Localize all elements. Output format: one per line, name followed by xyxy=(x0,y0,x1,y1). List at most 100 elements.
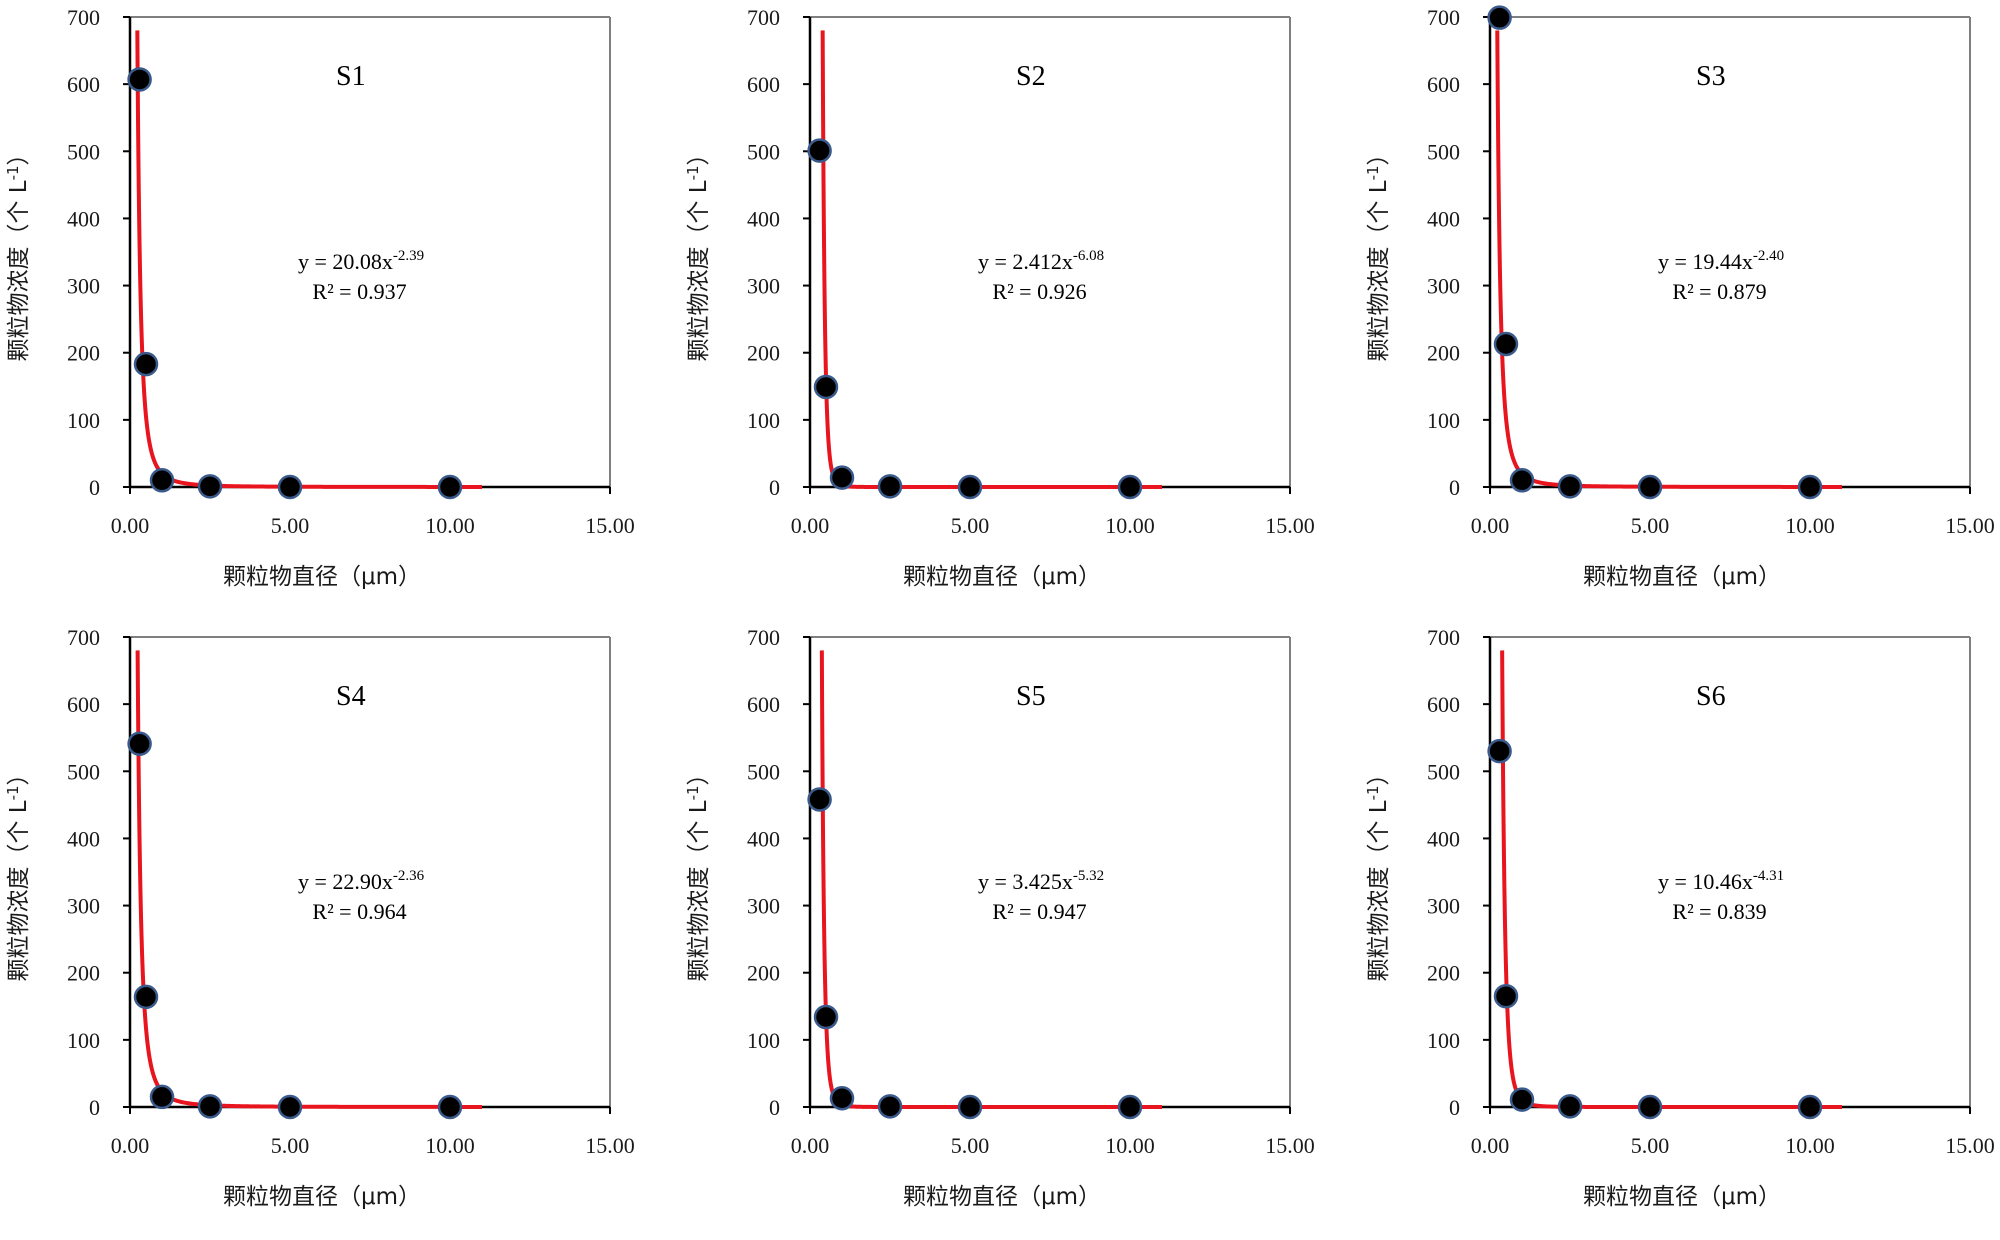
data-point xyxy=(133,984,159,1010)
fit-curve xyxy=(1495,30,1842,489)
y-tick-label: 500 xyxy=(1427,139,1460,164)
y-tick-label: 700 xyxy=(67,5,100,30)
y-tick-label: 100 xyxy=(1427,1028,1460,1053)
data-point xyxy=(807,138,832,163)
y-tick-label: 500 xyxy=(747,759,780,784)
fit-equation: y = 3.425x-5.32 xyxy=(978,868,1104,894)
fit-equation: y = 22.90x-2.36 xyxy=(298,868,425,894)
y-axis-title: 颗粒物浓度（个 L-1） xyxy=(684,142,712,361)
data-point xyxy=(197,1094,223,1119)
x-tick-label: 0.00 xyxy=(791,513,830,538)
x-tick-label: 15.00 xyxy=(585,1133,635,1158)
fit-equation-exponent: -5.32 xyxy=(1073,868,1104,884)
y-axis-title: 颗粒物浓度（个 L-1） xyxy=(1364,142,1392,361)
y-tick-label: 100 xyxy=(747,1028,780,1053)
x-tick-label: 5.00 xyxy=(1631,513,1670,538)
data-point xyxy=(149,1084,175,1110)
chart-svg: 0 100 200 300 400 500 600 700 0.00 5.00 10.00 15.00… xyxy=(4,5,635,590)
data-point xyxy=(877,474,903,499)
x-tick-label: 10.00 xyxy=(425,513,475,538)
data-point xyxy=(149,468,175,493)
data-point xyxy=(1509,1087,1535,1112)
fit-equation-exponent: -4.31 xyxy=(1753,868,1784,884)
data-point xyxy=(1509,468,1535,493)
y-tick-label: 300 xyxy=(67,894,100,919)
fit-equation-exponent: -2.40 xyxy=(1753,248,1784,264)
data-point xyxy=(1797,474,1823,500)
x-tick-label: 5.00 xyxy=(951,1133,990,1158)
data-point xyxy=(277,1094,303,1120)
data-point xyxy=(813,1004,839,1030)
fit-equation-exponent: -2.39 xyxy=(393,248,424,264)
x-tick-label: 5.00 xyxy=(271,1133,310,1158)
panel-label: S1 xyxy=(336,61,366,92)
y-tick-label: 0 xyxy=(1449,1095,1460,1120)
y-axis-title-tail: ） xyxy=(686,142,712,165)
x-axis-title: 颗粒物直径（μm） xyxy=(223,1184,421,1210)
x-tick-label: 15.00 xyxy=(1265,513,1315,538)
x-tick-label: 5.00 xyxy=(1631,1133,1670,1158)
x-tick-label: 10.00 xyxy=(1785,513,1835,538)
y-axis-title-tail: ） xyxy=(6,762,32,785)
x-axis-title: 颗粒物直径（μm） xyxy=(1583,1184,1781,1210)
y-tick-label: 200 xyxy=(747,341,780,366)
x-tick-label: 10.00 xyxy=(1105,1133,1155,1158)
chart-panel-s1: 0 100 200 300 400 500 600 700 0.00 5.00 10.00 15.00… xyxy=(0,0,667,620)
x-tick-label: 0.00 xyxy=(111,1133,150,1158)
y-tick-label: 700 xyxy=(67,625,100,650)
chart-panel-s5: 0 100 200 300 400 500 600 700 0.00 5.00 10.00 15.00… xyxy=(680,620,1347,1240)
y-axis-title: 颗粒物浓度（个 L-1） xyxy=(1364,762,1392,981)
fit-r-squared: R² = 0.947 xyxy=(992,899,1086,924)
data-point xyxy=(957,474,983,500)
y-tick-label: 400 xyxy=(67,826,100,851)
panel-label: S6 xyxy=(1696,681,1726,712)
data-point xyxy=(1797,1094,1823,1120)
data-point xyxy=(1487,738,1512,764)
x-tick-label: 15.00 xyxy=(585,513,635,538)
y-tick-label: 0 xyxy=(769,475,780,500)
y-tick-label: 300 xyxy=(747,274,780,299)
panel-label: S2 xyxy=(1016,61,1046,92)
x-axis-title: 颗粒物直径（μm） xyxy=(903,564,1101,590)
x-tick-label: 5.00 xyxy=(951,513,990,538)
data-point xyxy=(877,1094,903,1119)
data-point xyxy=(1557,474,1583,499)
fit-equation: y = 10.46x-4.31 xyxy=(1658,868,1784,894)
data-point xyxy=(1493,983,1519,1009)
y-axis-title: 颗粒物浓度（个 L-1） xyxy=(4,142,32,361)
data-point xyxy=(1117,1094,1143,1120)
x-axis-title: 颗粒物直径（μm） xyxy=(1583,564,1781,590)
data-point xyxy=(1637,1094,1663,1120)
y-axis-title: 颗粒物浓度（个 L-1） xyxy=(684,762,712,981)
y-axis-title-tail: ） xyxy=(1366,142,1392,165)
y-tick-label: 700 xyxy=(1427,5,1460,30)
data-point xyxy=(829,1086,855,1111)
fit-equation: y = 19.44x-2.40 xyxy=(1658,248,1784,274)
y-tick-label: 600 xyxy=(747,692,780,717)
data-point xyxy=(1487,5,1512,30)
panel-label: S3 xyxy=(1696,61,1726,92)
data-point xyxy=(127,67,152,92)
y-tick-label: 600 xyxy=(67,72,100,97)
data-point xyxy=(1117,474,1143,500)
x-tick-label: 10.00 xyxy=(1105,513,1155,538)
y-tick-label: 700 xyxy=(747,625,780,650)
y-tick-label: 200 xyxy=(67,341,100,366)
fit-equation-exponent: -6.08 xyxy=(1073,248,1104,264)
x-tick-label: 0.00 xyxy=(1471,513,1510,538)
y-axis-title-sup: -1 xyxy=(1364,785,1382,800)
chart-svg: 0 100 200 300 400 500 600 700 0.00 5.00 10.00 15.00… xyxy=(1364,625,1995,1210)
fit-r-squared: R² = 0.964 xyxy=(312,899,406,924)
data-point xyxy=(133,351,159,377)
y-tick-label: 400 xyxy=(747,206,780,231)
y-tick-label: 500 xyxy=(747,139,780,164)
x-axis-title: 颗粒物直径（μm） xyxy=(903,1184,1101,1210)
data-point xyxy=(437,474,463,500)
y-tick-label: 0 xyxy=(1449,475,1460,500)
y-axis-title-sup: -1 xyxy=(684,165,702,180)
chart-panel-s4: 0 100 200 300 400 500 600 700 0.00 5.00 10.00 15.00… xyxy=(0,620,667,1240)
y-tick-label: 0 xyxy=(89,1095,100,1120)
y-tick-label: 200 xyxy=(747,961,780,986)
y-tick-label: 400 xyxy=(1427,826,1460,851)
fit-curve xyxy=(1500,650,1842,1109)
